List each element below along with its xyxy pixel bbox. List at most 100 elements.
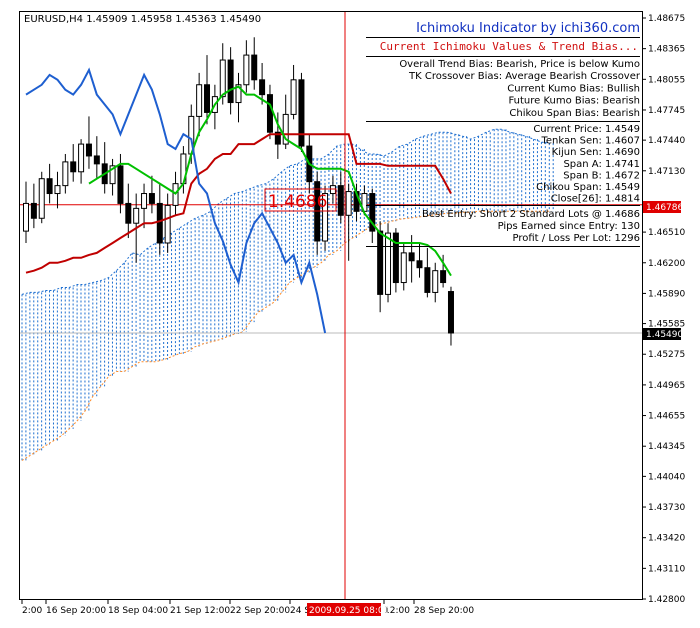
bull-candle <box>432 270 439 293</box>
cursor-time-tag-label: 2009.09.25 08:00 <box>309 606 390 616</box>
value-line: Current Price: 1.4549 <box>533 124 640 135</box>
bear-candle <box>274 131 281 145</box>
bear-candle <box>93 155 100 165</box>
price-tick-label: 1.45585 <box>648 320 685 330</box>
plot-area-border <box>19 11 643 600</box>
price-tick-label: 1.45275 <box>648 350 685 360</box>
price-axis: 1.48675 1.48365 1.48055 1.47745 1.47440 1.471… <box>642 14 685 605</box>
price-tick-label: 1.45890 <box>648 289 685 299</box>
bias-line: Current Kumo Bias: Bullish <box>507 83 640 94</box>
bull-candle <box>141 193 148 209</box>
tenkan-sen-line <box>88 85 452 277</box>
current-price-tag-label: 1.45490 <box>646 330 683 340</box>
entry-list: Best Entry: Short 2 Standard Lots @ 1.46… <box>422 209 640 244</box>
time-axis: 2:00 16 Sep 20:00 18 Sep 04:00 21 Sep 12:00… <box>21 599 474 616</box>
bull-candle <box>345 191 352 216</box>
bull-candle <box>243 54 250 86</box>
time-tick-label: 16 Sep 20:00 <box>46 606 106 616</box>
price-tick-label: 1.48055 <box>648 75 685 85</box>
kijun-sen-line <box>25 133 452 274</box>
chikou-span-line <box>25 67 327 334</box>
bear-candle <box>125 202 132 224</box>
price-tick-label: 1.48365 <box>648 45 685 55</box>
price-tick-label: 1.44040 <box>648 472 685 482</box>
current-price-tag-bg <box>643 328 681 340</box>
entry-marker-box <box>264 188 337 212</box>
price-tick-label: 1.43420 <box>648 534 685 544</box>
bull-candle <box>322 193 329 242</box>
cursor-time-tag: 2009.09.25 08:00 <box>307 603 390 616</box>
bear-candle <box>156 202 163 244</box>
price-tick-label: 1.47130 <box>648 167 685 177</box>
bull-candle <box>164 204 171 244</box>
value-line: Chikou Span: 1.4549 <box>536 182 640 193</box>
price-tick-label: 1.46200 <box>648 259 685 269</box>
bull-candle <box>62 161 69 187</box>
entry-marker-label: 1.4686 <box>268 192 327 212</box>
time-tick-label: 12:00 <box>384 606 410 616</box>
bull-candle <box>78 143 85 173</box>
time-tick-label: 24 S <box>290 606 310 616</box>
bull-candle <box>400 252 407 284</box>
value-line: Close[26]: 1.4814 <box>551 194 640 205</box>
bear-candle <box>424 267 431 293</box>
bear-candle <box>337 185 344 216</box>
entry-line: Profit / Loss Per Lot: 1296 <box>513 233 640 244</box>
bear-candle <box>408 252 415 262</box>
indicator-title: Ichimoku Indicator by ichi360.com <box>416 21 640 36</box>
bear-candle <box>251 54 258 81</box>
bull-candle <box>329 185 336 195</box>
bear-candle <box>440 270 447 284</box>
bear-candle <box>298 79 305 147</box>
info-panel: EURUSD,H4 1.45909 1.45958 1.45363 1.4549… <box>24 14 641 247</box>
bear-candle <box>148 193 155 204</box>
bear-candle <box>227 59 234 104</box>
symbol-info: EURUSD,H4 1.45909 1.45958 1.45363 1.4549… <box>24 14 261 25</box>
time-tick-label: 28 Sep 20:00 <box>414 606 474 616</box>
ichimoku-lines <box>25 67 452 334</box>
bear-candle <box>204 84 211 113</box>
price-tick-label: 1.42800 <box>648 595 685 605</box>
price-tick-label: 1.44965 <box>648 381 685 391</box>
bias-line: TK Crossover Bias: Average Bearish Cross… <box>408 71 641 82</box>
value-line: Span B: 1.4672 <box>563 170 640 181</box>
bull-candle <box>290 79 297 115</box>
bear-candle <box>416 260 423 269</box>
price-tick-label: 1.46510 <box>648 228 685 238</box>
horizontal-lines <box>20 204 642 334</box>
current-price-tag: 1.45490 <box>643 328 683 340</box>
bias-line: Future Kumo Bias: Bearish <box>508 96 640 107</box>
time-tick-label: 18 Sep 04:00 <box>108 606 168 616</box>
bull-candle <box>54 185 61 195</box>
bear-candle <box>266 94 273 133</box>
price-tick-label: 1.44655 <box>648 412 685 422</box>
bull-candle <box>23 202 29 232</box>
bull-candle <box>109 165 116 185</box>
bull-candle <box>196 84 203 117</box>
bull-candle <box>385 232 392 295</box>
bias-line: Overall Trend Bias: Bearish, Price is be… <box>399 59 640 70</box>
bear-candle <box>117 165 124 204</box>
price-line-tag-label: 1.46786 <box>646 203 683 213</box>
time-tick-label: 2:00 <box>22 606 42 616</box>
bull-candle <box>235 84 242 104</box>
price-tick-label: 1.43110 <box>648 564 685 574</box>
bull-candle <box>133 207 140 224</box>
bear-candle <box>392 232 399 284</box>
price-tick-label: 1.48675 <box>648 14 685 24</box>
bias-line: Chikou Span Bias: Bearish <box>509 108 640 119</box>
entry-line: Pips Earned since Entry: 130 <box>498 221 640 232</box>
price-tick-label: 1.47745 <box>648 106 685 116</box>
bear-candle <box>369 193 376 232</box>
time-tick-label: 21 Sep 12:00 <box>170 606 230 616</box>
price-tick-label: 1.43730 <box>648 503 685 513</box>
value-line: Span A: 1.4741 <box>563 159 640 170</box>
bear-candle <box>85 143 92 157</box>
price-tick-label: 1.44345 <box>648 442 685 452</box>
bias-list: Overall Trend Bias: Bearish, Price is be… <box>399 59 641 119</box>
value-line: Tenkan Sen: 1.4607 <box>540 136 640 147</box>
price-tick-label: 1.47440 <box>648 136 685 146</box>
bear-candle <box>30 202 37 219</box>
